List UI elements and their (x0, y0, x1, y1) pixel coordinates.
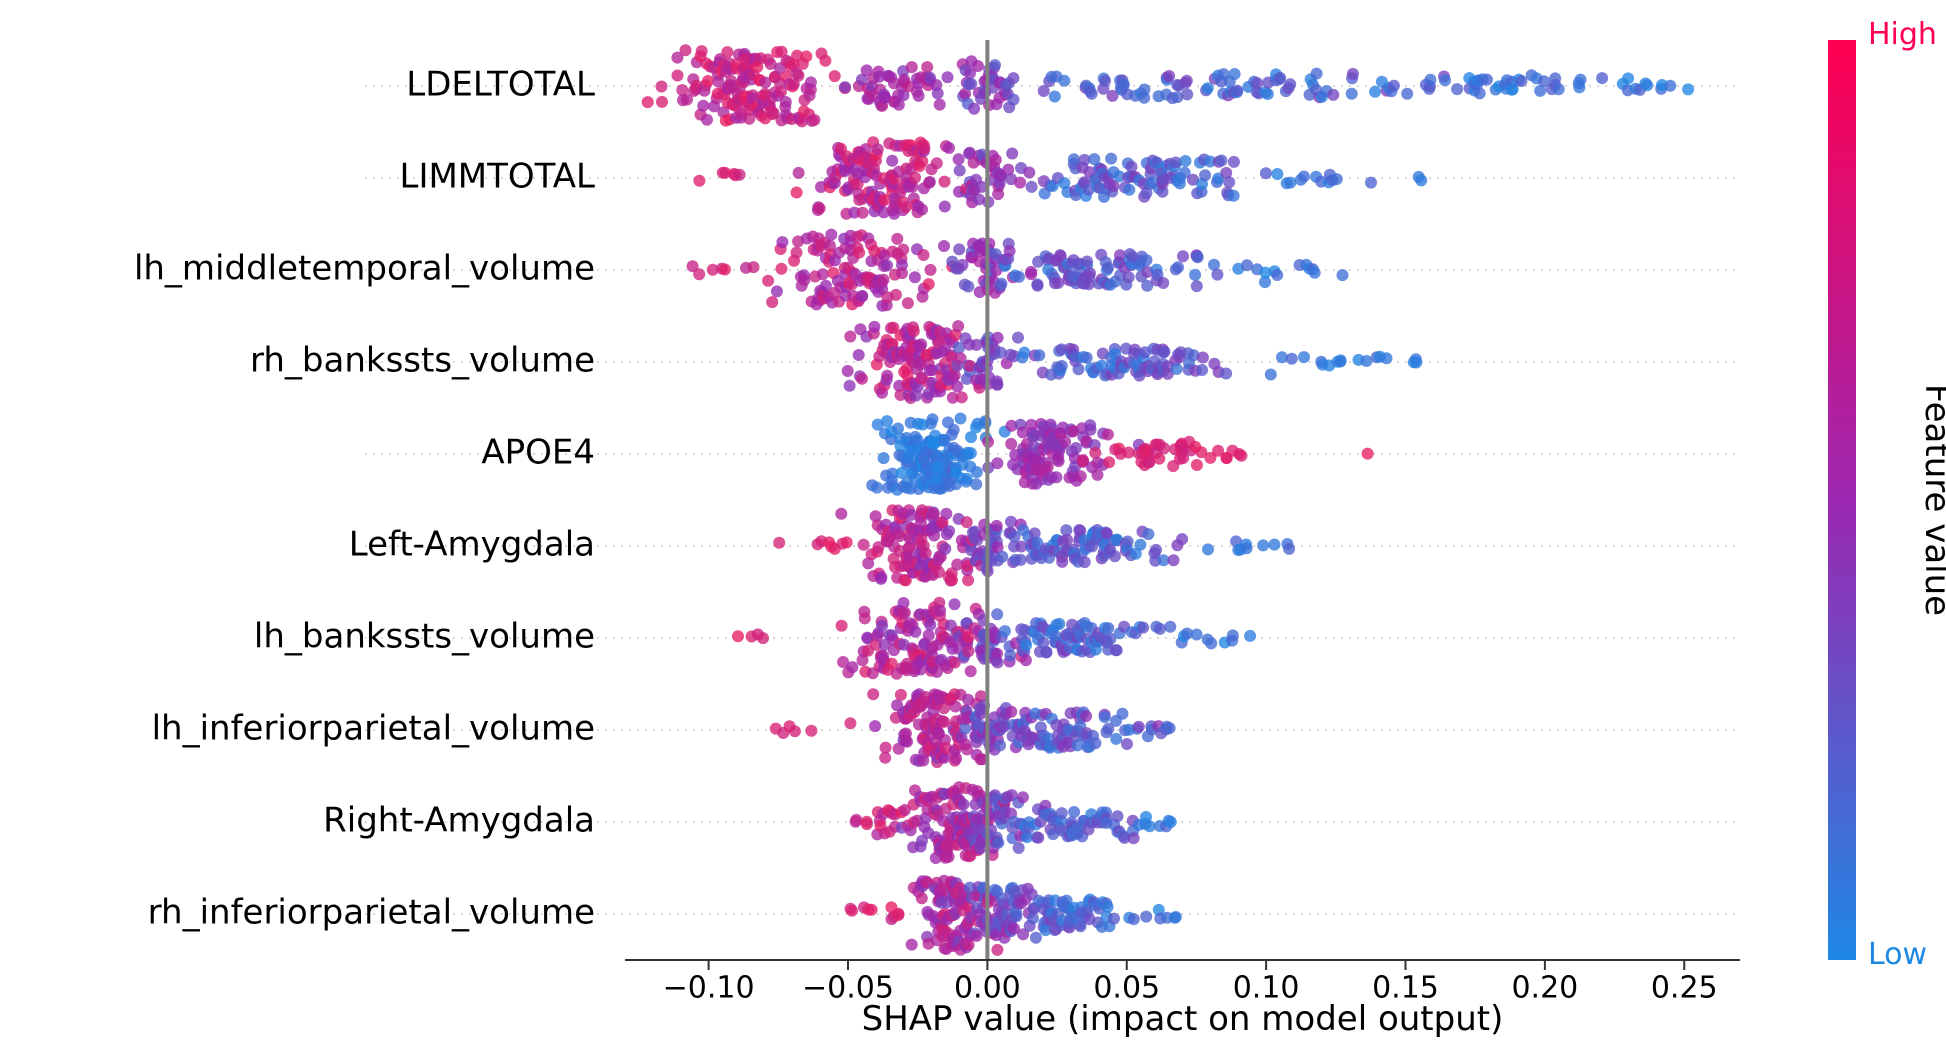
feature-row-guides (365, 86, 1740, 914)
colorbar-axis-label: Feature value (1917, 384, 1946, 616)
x-tick-label: −0.10 (663, 971, 755, 1006)
shap-summary-plot: LDELTOTAL LIMMTOTAL lh_middletemporal_volu… (0, 0, 1946, 1058)
x-tick-label: 0.25 (1651, 971, 1718, 1006)
feature-label: lh_bankssts_volume (254, 617, 595, 657)
colorbar (1828, 40, 1856, 960)
feature-labels: LDELTOTAL LIMMTOTAL lh_middletemporal_volu… (134, 65, 595, 933)
feature-label: APOE4 (481, 433, 595, 473)
x-tick-label: 0.20 (1511, 971, 1578, 1006)
x-axis-label: SHAP value (impact on model output) (862, 999, 1504, 1039)
feature-label: rh_bankssts_volume (250, 341, 595, 381)
feature-label: lh_middletemporal_volume (134, 249, 595, 289)
feature-label: LIMMTOTAL (400, 157, 596, 197)
colorbar-low-label: Low (1868, 937, 1927, 972)
feature-label: Right-Amygdala (323, 801, 595, 841)
feature-label: Left-Amygdala (349, 525, 595, 565)
colorbar-high-label: High (1868, 17, 1937, 52)
feature-label: lh_inferiorparietal_volume (152, 709, 595, 749)
feature-label: rh_inferiorparietal_volume (148, 893, 595, 933)
feature-label: LDELTOTAL (406, 65, 595, 105)
shap-dots (642, 44, 1694, 956)
